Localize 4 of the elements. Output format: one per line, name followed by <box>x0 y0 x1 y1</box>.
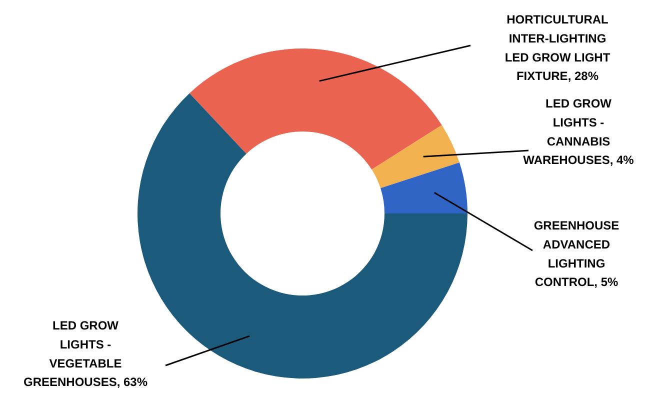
slice-label: GREENHOUSE ADVANCED LIGHTING CONTROL, 5% <box>534 218 620 290</box>
slice-label: HORTICULTURAL INTER-LIGHTING LED GROW LIGHT FIXTURE, 28% <box>504 12 611 84</box>
slice-label: LED GROW LIGHTS - VEGETABLE GREENHOUSES, 63% <box>23 318 148 390</box>
slice-label: LED GROW LIGHTS - CANNABIS WAREHOUSES, 4% <box>523 96 634 168</box>
